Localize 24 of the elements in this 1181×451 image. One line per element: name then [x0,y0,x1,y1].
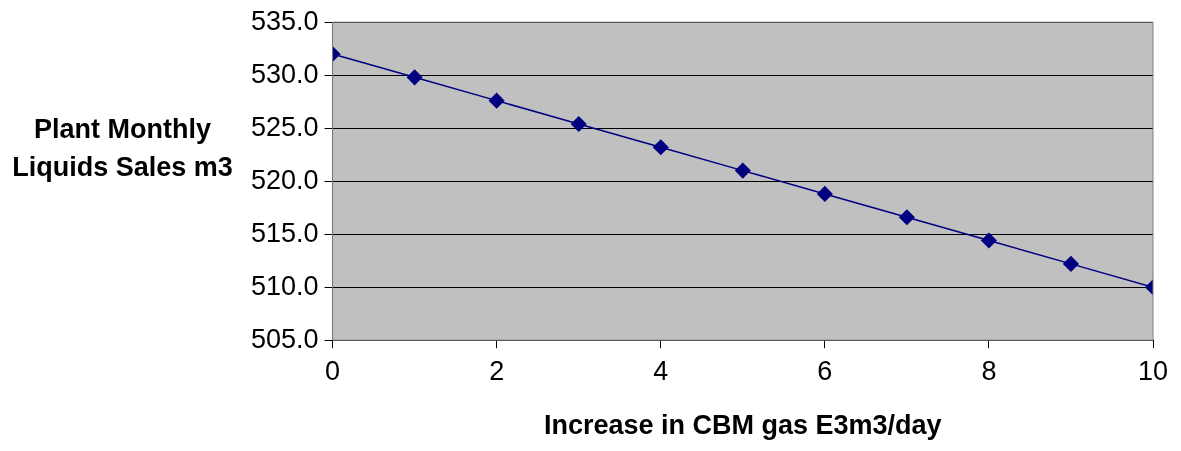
x-tick-label: 10 [1137,355,1169,386]
point [899,209,915,225]
point [488,92,505,109]
point [1063,256,1079,272]
x-tick-label: 6 [817,355,833,386]
point [981,232,997,249]
point [817,186,833,202]
y-tick-label: 520.0 [250,164,319,195]
y-tick-label: 530.0 [250,58,319,89]
x-tick-label: 0 [325,355,341,386]
point [652,139,669,156]
point [735,162,751,179]
y-tick-label: 535.0 [250,5,319,36]
x-tick-label: 8 [981,355,997,386]
point [570,116,587,132]
y-tick-label: 525.0 [250,111,319,142]
y-tick-label: 510.0 [250,270,319,301]
x-tick-label: 2 [489,355,505,386]
point [406,69,423,86]
x-tick-label: 4 [653,355,669,386]
x-axis-title: Increase in CBM gas E3m3/day [543,410,942,441]
y-tick-label: 505.0 [250,323,319,354]
y-axis-title: Plant Monthly Liquids Sales m3 [11,113,234,184]
y-tick-label: 515.0 [250,217,319,248]
